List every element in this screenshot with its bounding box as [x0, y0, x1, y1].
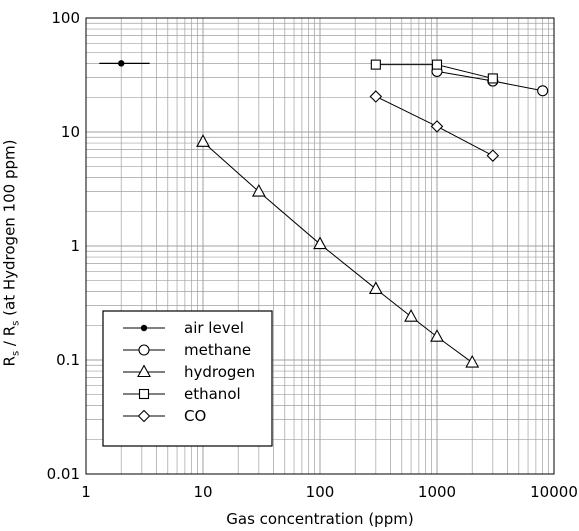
y-axis-label-pre: R — [0, 356, 19, 367]
plot-frame — [85, 17, 555, 475]
legend-item-ethanol: ethanol — [123, 385, 241, 403]
legend: air level methane hydrogen ethanol CO — [102, 310, 273, 447]
legend-marker — [138, 388, 150, 400]
legend-item-air-level: air level — [123, 319, 244, 337]
legend-marker — [140, 324, 148, 332]
x-tick-label: 1000 — [418, 483, 456, 501]
y-tick-label: 1 — [70, 237, 80, 255]
legend-label: ethanol — [184, 385, 241, 403]
data-point-ethanol — [487, 73, 498, 84]
series-co — [369, 90, 500, 162]
x-tick-label: 10 — [193, 483, 212, 501]
data-point-hydrogen — [430, 329, 444, 342]
data-point-hydrogen — [404, 309, 418, 322]
y-tick-label: 0.1 — [56, 351, 80, 369]
y-tick-label: 0.01 — [47, 465, 80, 483]
series-hydrogen — [196, 134, 480, 368]
legend-item-co: CO — [123, 407, 206, 425]
data-point-hydrogen — [251, 183, 266, 197]
tick-labels: 1 10 100 1000 10000 0.01 0.1 1 10 100 — [47, 9, 578, 501]
legend-box — [102, 310, 273, 447]
legend-item-methane: methane — [123, 341, 251, 359]
data-point-co — [486, 149, 500, 162]
data-point-air-level — [118, 60, 125, 67]
grid — [86, 18, 554, 474]
y-axis-label-mid: / R — [0, 325, 19, 351]
series-air-level — [99, 60, 150, 67]
data-point-hydrogen — [196, 134, 210, 147]
data-point-co — [369, 90, 383, 103]
series-ethanol — [370, 59, 498, 84]
x-tick-label: 1 — [81, 483, 91, 501]
x-tick-label: 10000 — [530, 483, 578, 501]
legend-label: CO — [184, 407, 206, 425]
legend-marker — [137, 409, 151, 423]
data-point-hydrogen — [368, 281, 383, 294]
y-tick-label: 100 — [51, 9, 80, 27]
data-point-ethanol — [370, 59, 381, 70]
y-axis-label-post: (at Hydrogen 100 ppm) — [0, 139, 19, 321]
y-axis-label-sub2: s — [10, 320, 22, 326]
data-point-co — [430, 120, 444, 133]
y-axis-label-sub1: s — [10, 350, 22, 357]
legend-label: methane — [184, 341, 251, 359]
x-axis-label: Gas concentration (ppm) — [226, 510, 414, 528]
legend-item-hydrogen: hydrogen — [123, 363, 255, 381]
legend-label: hydrogen — [184, 363, 255, 381]
x-tick-label: 100 — [306, 483, 335, 501]
series-layer — [99, 59, 549, 368]
data-point-hydrogen — [313, 236, 327, 250]
data-point-methane — [537, 85, 549, 97]
legend-label: air level — [184, 319, 244, 337]
y-tick-label: 10 — [61, 123, 80, 141]
data-point-ethanol — [431, 59, 443, 70]
legend-marker — [137, 364, 151, 378]
legend-marker — [138, 344, 150, 356]
data-point-hydrogen — [465, 354, 480, 368]
